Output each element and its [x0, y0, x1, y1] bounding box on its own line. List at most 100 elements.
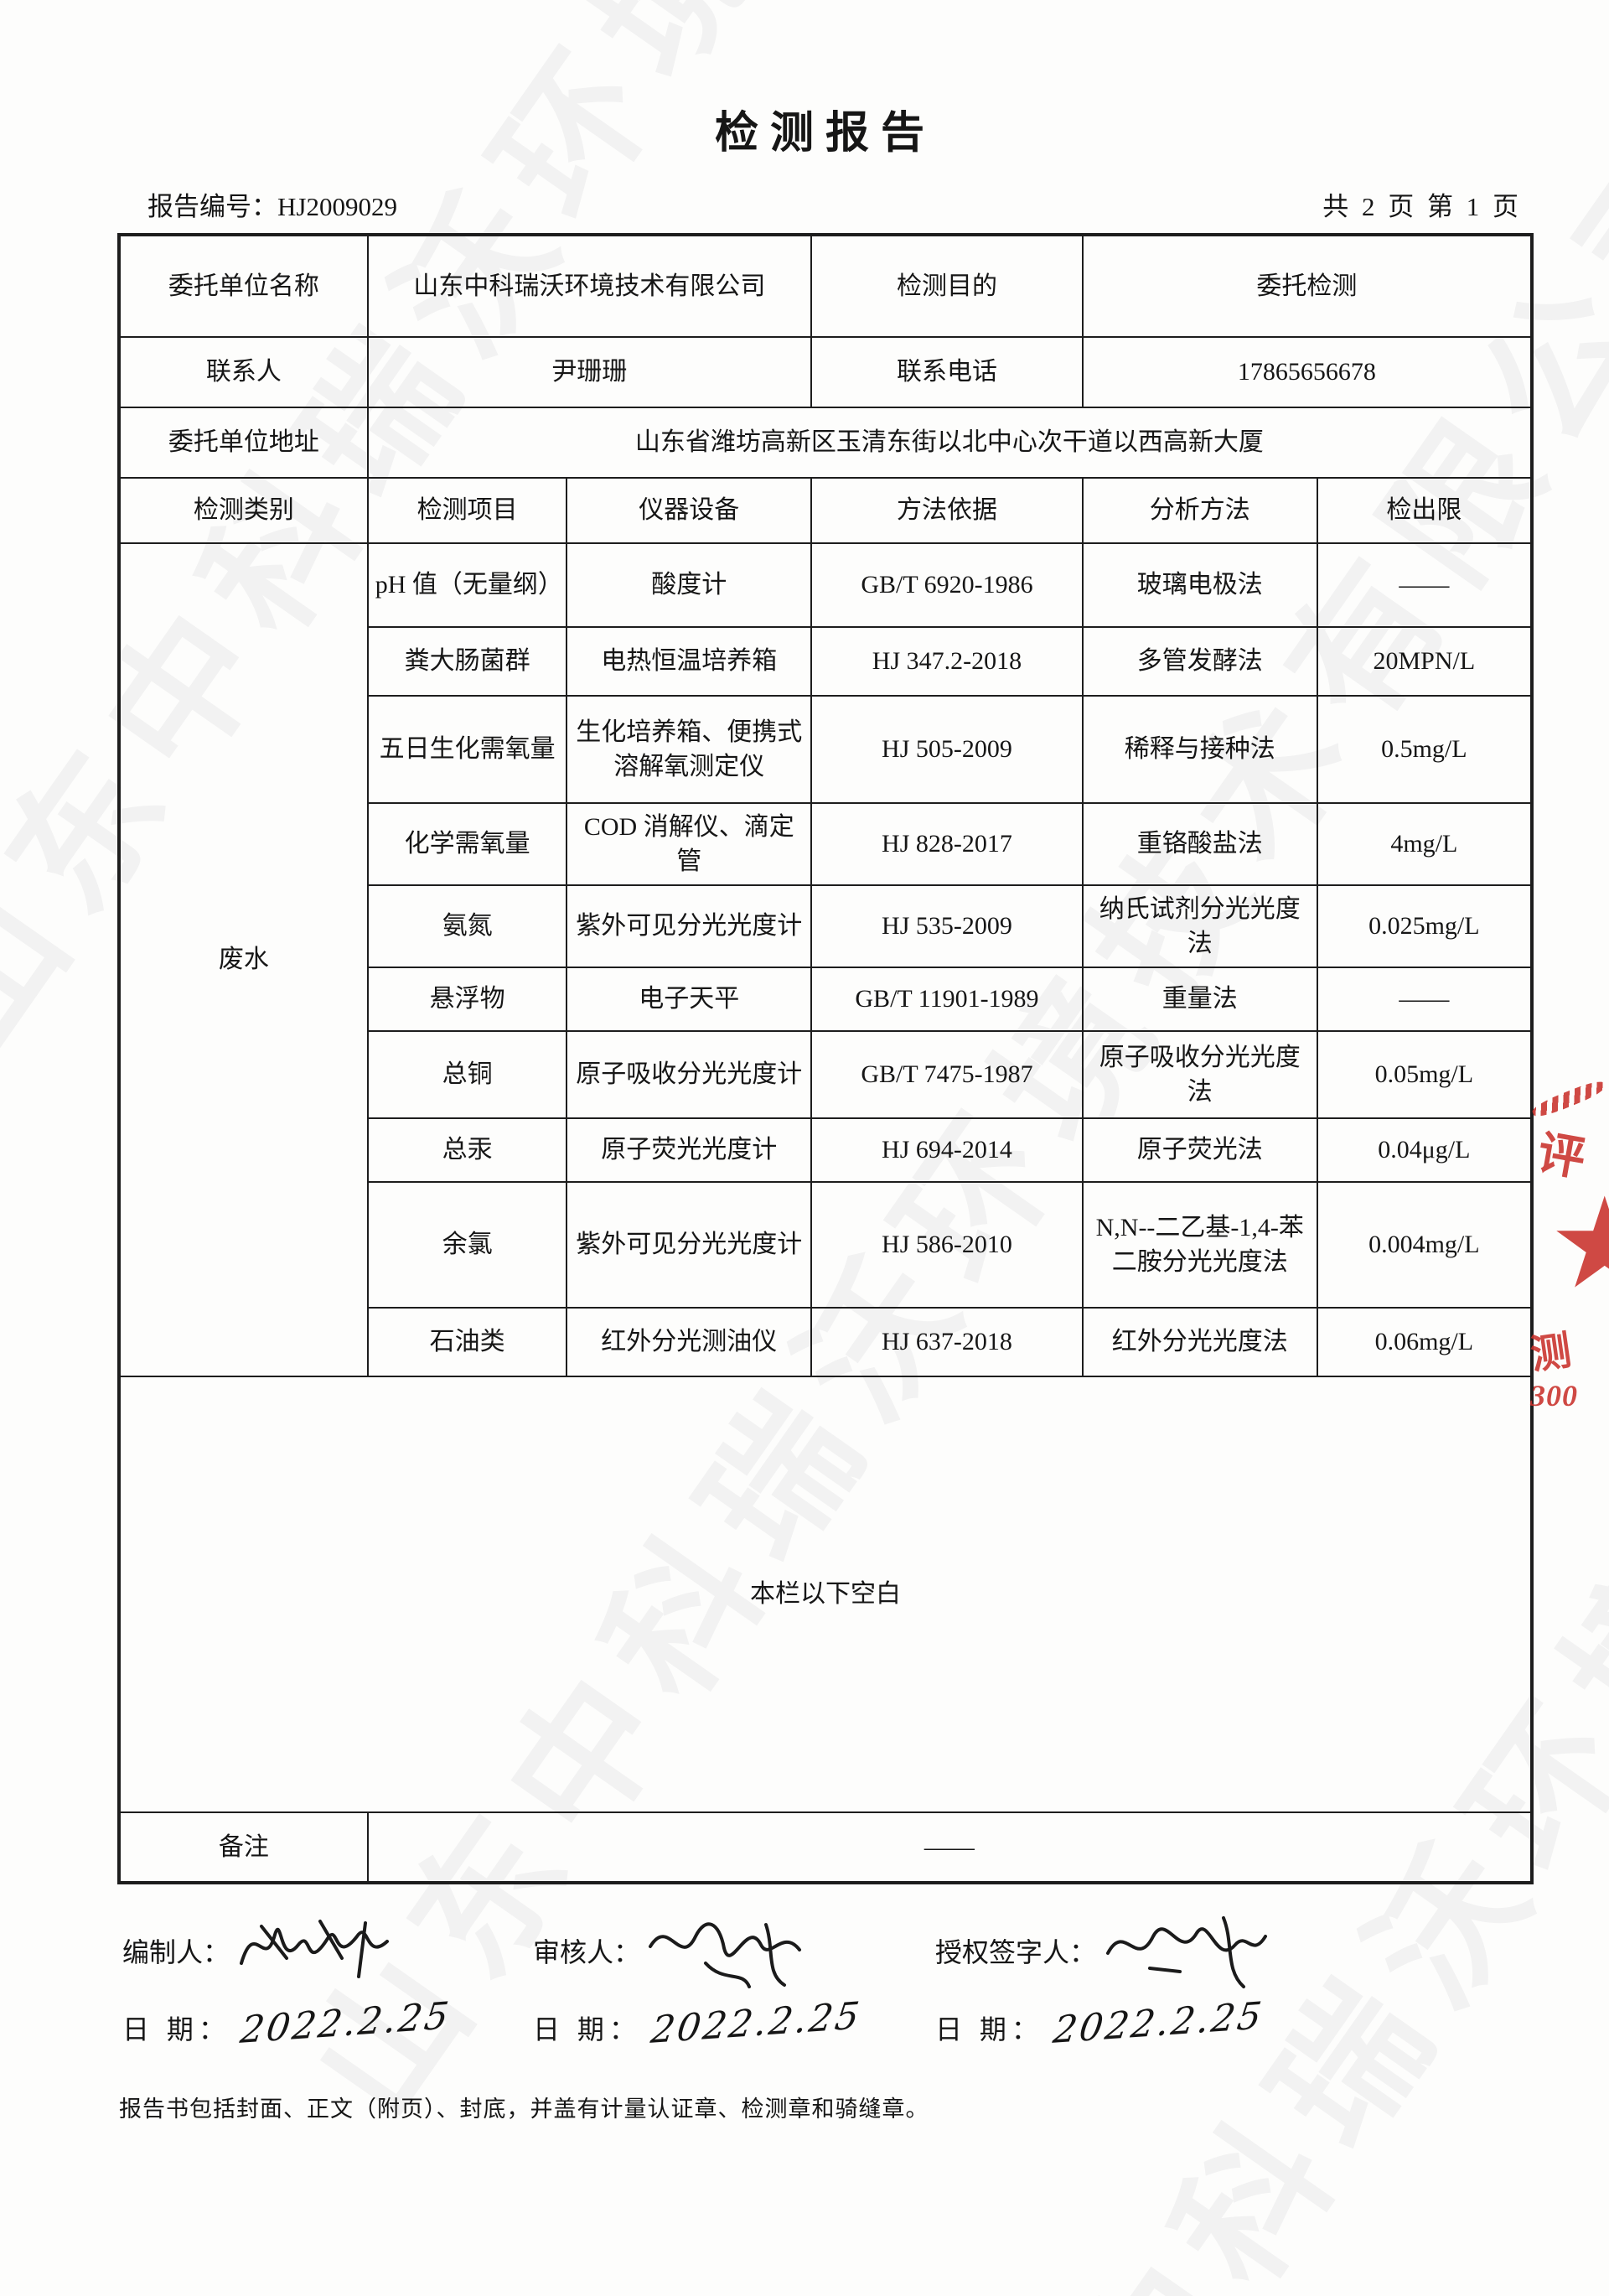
blank-note: 本栏以下空白: [118, 1376, 1533, 1813]
cell-item: 悬浮物: [366, 967, 568, 1032]
authorizer-label: 授权签字人：: [935, 1937, 1097, 1967]
cell-detection-limit: 0.5mg/L: [1316, 695, 1534, 804]
cell-analysis-method: 原子吸收分光光度法: [1081, 1030, 1318, 1119]
cell-analysis-method: 重量法: [1081, 967, 1318, 1032]
table-row: 废水 pH 值（无量纲） 酸度计 GB/T 6920-1986 玻璃电极法 ——: [118, 542, 1534, 1377]
cell-analysis-method: 纳氏试剂分光光度法: [1081, 884, 1318, 968]
remark-row: 备注 ——: [118, 1811, 1534, 1884]
cell-analysis-method: 红外分光光度法: [1081, 1307, 1318, 1377]
reviewer-signature: [649, 1922, 802, 1988]
authorizer-date: 日 期： 2022.2.25: [935, 1994, 1266, 2052]
cell-item: 粪大肠菌群: [366, 626, 568, 697]
red-seal-stamp: 评 ★ 测 300: [1502, 1077, 1609, 1435]
cell-detection-limit: 0.004mg/L: [1316, 1181, 1534, 1309]
cell-method-basis: GB/T 6920-1986: [810, 542, 1084, 628]
table-row: 粪大肠菌群 电热恒温培养箱 HJ 347.2-2018 多管发酵法 20MPN/…: [119, 626, 1534, 697]
cell-detection-limit: 4mg/L: [1316, 802, 1534, 886]
cell-analysis-method: 稀释与接种法: [1081, 695, 1318, 804]
table-row: 总汞 原子荧光光度计 HJ 694-2014 原子荧光法 0.04μg/L: [119, 1117, 1534, 1183]
client-address-label: 委托单位地址: [118, 407, 369, 479]
cell-method-basis: HJ 828-2017: [810, 802, 1084, 886]
cell-instrument: 原子吸收分光光度计: [566, 1030, 813, 1119]
cell-method-basis: HJ 505-2009: [810, 695, 1084, 804]
cell-analysis-method: 原子荧光法: [1081, 1117, 1318, 1183]
table-row: 委托单位地址 山东省潍坊高新区玉清东街以北中心次干道以西高新大厦: [118, 407, 1534, 479]
cell-detection-limit: 20MPN/L: [1316, 626, 1534, 697]
cell-item: 余氯: [366, 1181, 568, 1309]
footer-note: 报告书包括封面、正文（附页）、封底，并盖有计量认证章、检测章和骑缝章。: [119, 2096, 929, 2122]
client-address-value: 山东省潍坊高新区玉清东街以北中心次干道以西高新大厦: [366, 407, 1534, 479]
stamp-arc-icon: [1529, 1077, 1608, 1121]
header-category: 检测类别: [118, 477, 369, 544]
header-instrument: 仪器设备: [566, 477, 813, 544]
cell-method-basis: HJ 347.2-2018: [810, 626, 1084, 697]
report-table: 委托单位名称 山东中科瑞沃环境技术有限公司 检测目的 委托检测 联系人 尹珊珊 …: [117, 233, 1534, 1884]
cell-item: 氨氮: [366, 884, 568, 968]
cell-instrument: 原子荧光光度计: [566, 1117, 813, 1183]
date-value: 2022.2.25: [237, 1993, 454, 2053]
table-row: 化学需氧量 COD 消解仪、滴定管 HJ 828-2017 重铬酸盐法 4mg/…: [119, 802, 1534, 886]
reviewer-label: 审核人：: [533, 1937, 641, 1967]
table-row: 联系人 尹珊珊 联系电话 17865656678: [118, 336, 1534, 408]
blank-row: 本栏以下空白: [118, 1376, 1533, 1813]
client-name-label: 委托单位名称: [118, 234, 369, 338]
cell-method-basis: HJ 586-2010: [810, 1181, 1084, 1309]
preparer-signature: [240, 1920, 390, 1978]
header-item: 检测项目: [366, 477, 568, 544]
cell-instrument: 酸度计: [566, 542, 813, 628]
phone-value: 17865656678: [1081, 336, 1534, 408]
cell-detection-limit: ——: [1316, 542, 1534, 628]
date-value: 2022.2.25: [1050, 1993, 1267, 2053]
table-row: 委托单位名称 山东中科瑞沃环境技术有限公司 检测目的 委托检测: [118, 234, 1534, 338]
star-icon: ★: [1548, 1175, 1609, 1314]
phone-label: 联系电话: [810, 336, 1084, 408]
preparer-label: 编制人：: [122, 1937, 230, 1967]
date-label: 日 期：: [533, 2014, 641, 2045]
cell-instrument: 紫外可见分光光度计: [566, 1181, 813, 1309]
reviewer-date: 日 期： 2022.2.25: [533, 1994, 935, 2052]
date-label: 日 期：: [935, 2014, 1043, 2045]
cell-instrument: 红外分光测油仪: [566, 1307, 813, 1377]
contact-value: 尹珊珊: [366, 336, 813, 408]
cell-method-basis: HJ 694-2014: [810, 1117, 1084, 1183]
stamp-number: 300: [1530, 1379, 1578, 1412]
stamp-char-mid: 测: [1528, 1328, 1575, 1379]
remark-value: ——: [366, 1811, 1534, 1884]
preparer-date: 日 期： 2022.2.25: [122, 1994, 533, 2052]
cell-item: pH 值（无量纲）: [366, 542, 568, 628]
category-cell: 废水: [118, 542, 369, 1377]
cell-method-basis: GB/T 11901-1989: [810, 967, 1084, 1032]
cell-method-basis: HJ 637-2018: [810, 1307, 1084, 1377]
table-row: 总铜 原子吸收分光光度计 GB/T 7475-1987 原子吸收分光光度法 0.…: [119, 1030, 1534, 1119]
header-analysis-method: 分析方法: [1081, 477, 1318, 544]
cell-item: 总铜: [366, 1030, 568, 1119]
cell-item: 总汞: [366, 1117, 568, 1183]
page-title: 检测报告: [714, 109, 936, 158]
table-row: 石油类 红外分光测油仪 HJ 637-2018 红外分光光度法 0.06mg/L: [119, 1307, 1534, 1377]
cell-item: 石油类: [366, 1307, 568, 1377]
cell-instrument: 电热恒温培养箱: [566, 626, 813, 697]
remark-label: 备注: [118, 1811, 369, 1884]
cell-instrument: COD 消解仪、滴定管: [566, 802, 813, 886]
preparer-block: 编制人：: [122, 1910, 533, 1993]
cell-detection-limit: ——: [1316, 967, 1534, 1032]
table-row: 五日生化需氧量 生化培养箱、便携式溶解氧测定仪 HJ 505-2009 稀释与接…: [119, 695, 1534, 804]
authorizer-block: 授权签字人：: [935, 1910, 1275, 1993]
cell-analysis-method: 玻璃电极法: [1081, 542, 1318, 628]
cell-instrument: 紫外可见分光光度计: [566, 884, 813, 968]
test-purpose-value: 委托检测: [1081, 234, 1534, 338]
table-row: 悬浮物 电子天平 GB/T 11901-1989 重量法 ——: [119, 967, 1534, 1032]
cell-item: 化学需氧量: [366, 802, 568, 886]
date-row: 日 期： 2022.2.25 日 期： 2022.2.25 日 期： 2022.…: [122, 1994, 1534, 2052]
test-purpose-label: 检测目的: [810, 234, 1084, 338]
cell-detection-limit: 0.05mg/L: [1316, 1030, 1534, 1119]
cell-instrument: 生化培养箱、便携式溶解氧测定仪: [566, 695, 813, 804]
table-row: 余氯 紫外可见分光光度计 HJ 586-2010 N,N--二乙基-1,4-苯二…: [119, 1181, 1534, 1309]
cell-item: 五日生化需氧量: [366, 695, 568, 804]
client-name-value: 山东中科瑞沃环境技术有限公司: [366, 234, 813, 338]
meta-row: 报告编号：HJ2009029 共 2 页 第 1 页: [147, 185, 1530, 223]
reviewer-block: 审核人：: [533, 1910, 935, 1993]
page-count: 共 2 页 第 1 页: [1322, 192, 1522, 221]
cell-instrument: 电子天平: [566, 967, 813, 1032]
